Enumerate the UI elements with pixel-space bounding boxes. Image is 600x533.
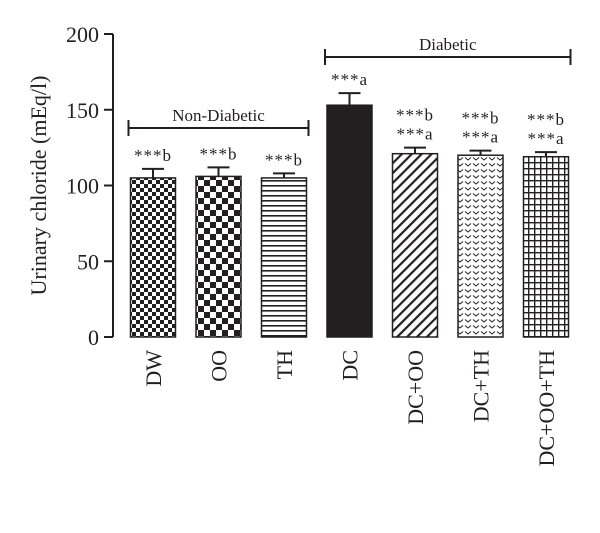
significance-label: ***a: [396, 125, 433, 144]
x-category-label: DC+OO+TH: [534, 350, 559, 467]
significance-label: ***a: [462, 128, 499, 147]
x-category-label: DC: [338, 350, 363, 381]
x-axis-category-labels: DW OO TH DC DC+OO DC+TH DC+OO+TH: [141, 350, 559, 467]
y-tick-label: 150: [66, 98, 99, 123]
y-tick-label: 200: [66, 22, 99, 47]
x-category-label: DC+OO: [403, 350, 428, 425]
bar-th: [260, 177, 308, 338]
y-axis-ticks: 0 50 100 150 200: [66, 22, 113, 350]
significance-label: ***b: [396, 106, 434, 125]
x-category-label: DW: [141, 350, 166, 387]
bar-dw: [129, 177, 177, 338]
significance-label: ***b: [462, 109, 500, 128]
bar-dc: [326, 104, 373, 338]
bar-dc-oo: [391, 152, 439, 338]
bars: [129, 104, 570, 338]
group-brackets: Non-Diabetic Diabetic: [127, 35, 572, 136]
bar-dc-th: [457, 154, 504, 338]
y-tick-label: 100: [66, 174, 99, 199]
x-category-label: DC+TH: [469, 350, 494, 422]
significance-label: ***a: [527, 129, 564, 148]
significance-label: ***b: [200, 144, 238, 163]
significance-label: ***b: [134, 146, 172, 165]
bar-oo: [195, 175, 242, 338]
significance-label: ***b: [265, 150, 303, 169]
y-axis-label: Urinary chloride (mEq/l): [26, 76, 51, 296]
x-category-label: OO: [207, 350, 232, 382]
error-bars: [142, 92, 557, 178]
y-tick-label: 0: [88, 325, 99, 350]
x-category-label: TH: [272, 350, 297, 379]
significance-labels: ***b ***b ***b***a***b***a***b***a***b***a: [134, 70, 565, 169]
group-label: Diabetic: [419, 35, 477, 54]
bar-dc-oo-th: [522, 155, 570, 338]
y-tick-label: 50: [77, 249, 99, 274]
significance-label: ***a: [331, 70, 368, 89]
group-label: Non-Diabetic: [172, 106, 265, 125]
significance-label: ***b: [527, 110, 565, 129]
